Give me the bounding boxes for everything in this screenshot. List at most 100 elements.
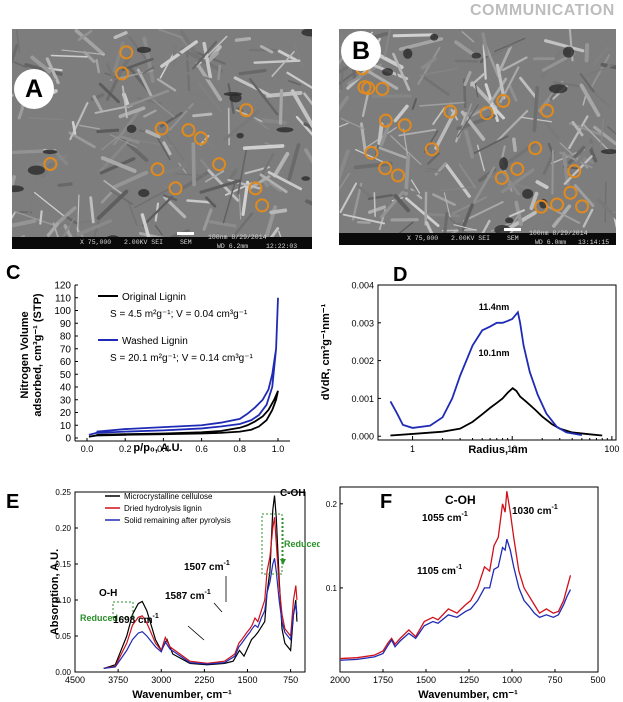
chart-e-frame [74, 491, 306, 673]
sem-fiber [249, 78, 279, 116]
sem-fiber [481, 219, 491, 236]
sem-fiber [96, 189, 129, 221]
chart-e-ytick-label: 0.10 [55, 596, 71, 605]
pointer-1587 [213, 602, 223, 613]
chart-c-xtick-label: 0.8 [234, 444, 247, 454]
sem-fiber [419, 67, 458, 76]
sem-fiber [411, 98, 418, 110]
sem-fiber [393, 104, 409, 123]
chart-d-ytick-label: 0.000 [351, 432, 374, 442]
pointer-1698 [187, 625, 205, 641]
sem-fiber [295, 115, 312, 136]
sem-fiber [180, 169, 211, 191]
sem-fiber [561, 151, 570, 186]
sem-fiber [208, 220, 237, 228]
pore-marker-circle [378, 161, 393, 176]
chart-c-series-line [88, 297, 279, 436]
sem-fiber [121, 85, 128, 119]
sem-fiber [474, 81, 479, 98]
sem-fiber [491, 42, 516, 57]
sem-fiber [380, 188, 407, 219]
chart-f-xtick-label: 1000 [502, 675, 522, 685]
pore-marker-circle [534, 199, 549, 214]
sem-fiber [277, 49, 298, 62]
sem-fiber [77, 194, 80, 233]
sem-fiber [489, 77, 508, 104]
legend-pyrolysis: Solid remaining after pyrolysis [124, 516, 231, 525]
sem-fiber [89, 196, 95, 224]
sem-fiber [351, 182, 363, 221]
pore-marker-circle [150, 162, 165, 177]
chart-e-ytick-label: 0.25 [55, 488, 71, 497]
chart-e-series-line [103, 558, 298, 669]
sem-fiber [458, 163, 477, 189]
chart-e: E 0.00 0.05 0.10 0.15 0.20 0.25 4500 3750 3000 22… [6, 488, 320, 701]
pore-marker-circle [154, 121, 169, 136]
sem-fiber [552, 204, 572, 228]
chart-c-xtick-label: 1.0 [272, 444, 285, 454]
legend-washed-lignin: Washed Lignin [122, 336, 188, 347]
chart-c-series-line [88, 390, 279, 438]
sem-fiber [463, 70, 472, 87]
sem-fiber [532, 86, 540, 133]
legend-washed-detail: S = 20.1 m²g⁻¹; V = 0.14 cm³g⁻¹ [110, 353, 254, 364]
chart-c-ytick-label: 40 [60, 383, 72, 394]
annotation-f-c-oh: C-OH [445, 493, 476, 507]
pore-marker-circle [364, 145, 379, 160]
sem-fiber [535, 180, 549, 190]
sem-fiber [109, 134, 138, 148]
sem-fiber [582, 208, 594, 228]
reduced-box-coh [261, 513, 283, 575]
reduced-arrowhead-coh [280, 559, 286, 565]
legend-cellulose: Microcrystalline cellulose [124, 492, 213, 501]
panel-letter-e: E [6, 491, 19, 513]
sem-fiber [174, 173, 206, 177]
sem-fiber [241, 180, 250, 216]
annotation-oh: O-H [99, 588, 117, 599]
sem-pore [136, 46, 151, 53]
chart-f-series-line [339, 491, 572, 660]
working-distance-a: WD 6.2mm [217, 243, 249, 249]
sem-fiber [593, 125, 616, 146]
sem-fiber [223, 109, 261, 141]
sem-pore [505, 217, 514, 224]
sem-fiber [545, 213, 561, 226]
sem-fiber [529, 191, 539, 211]
annotation-1105-text: 1105 cm [417, 566, 456, 577]
chart-e-ytick-label: 0.15 [55, 560, 71, 569]
sem-image-b: B X 75,000 2.00KV SEI SEM 100nm 8/29/201… [339, 29, 616, 245]
sem-fiber [12, 149, 45, 154]
sem-fiber [192, 112, 213, 118]
chart-f-xtick-label: 500 [590, 675, 605, 685]
chart-d-ylabel: dVdR, cm³g⁻¹nm⁻¹ [320, 303, 332, 400]
pore-marker-circle [361, 81, 376, 96]
sem-fiber [454, 59, 479, 63]
annotation-1030: 1030 cm-1 [512, 504, 558, 517]
sem-image-a: A X 75,000 2.00KV SEI SEM 100nm 8/29/201… [12, 29, 312, 249]
sem-fiber [482, 44, 487, 80]
sem-info-bar-a: X 75,000 2.00KV SEI SEM 100nm 8/29/2014 … [12, 234, 312, 249]
pore-marker-circle [496, 93, 511, 108]
chart-c-ytick-label: 90 [60, 319, 72, 330]
reduced-box-oh [112, 601, 134, 619]
sem-pore [138, 189, 150, 198]
sem-fiber [339, 149, 350, 185]
annotation-1055-sup: -1 [461, 511, 467, 518]
sem-fiber [473, 166, 496, 203]
sem-fiber [494, 37, 526, 53]
annotation-c-oh: C-OH [280, 488, 306, 499]
sem-fiber [217, 64, 222, 81]
chart-c-xlabel: p/p₀, A.U. [133, 442, 182, 454]
sem-fiber [425, 212, 461, 218]
annotation-1055-text: 1055 cm [422, 513, 462, 524]
sem-fiber [251, 149, 264, 165]
sem-fiber [195, 61, 223, 102]
annotation-10-1nm: 10.1nm [478, 348, 509, 358]
sem-fiber [404, 154, 411, 196]
scale-bar-b [504, 228, 521, 231]
chart-f-xtick-label: 750 [547, 675, 562, 685]
chart-c-ytick-label: 70 [60, 344, 72, 355]
chart-c-ytick-label: 10 [60, 421, 72, 432]
chart-e-xlabel: Wavenumber, cm⁻¹ [132, 689, 232, 701]
